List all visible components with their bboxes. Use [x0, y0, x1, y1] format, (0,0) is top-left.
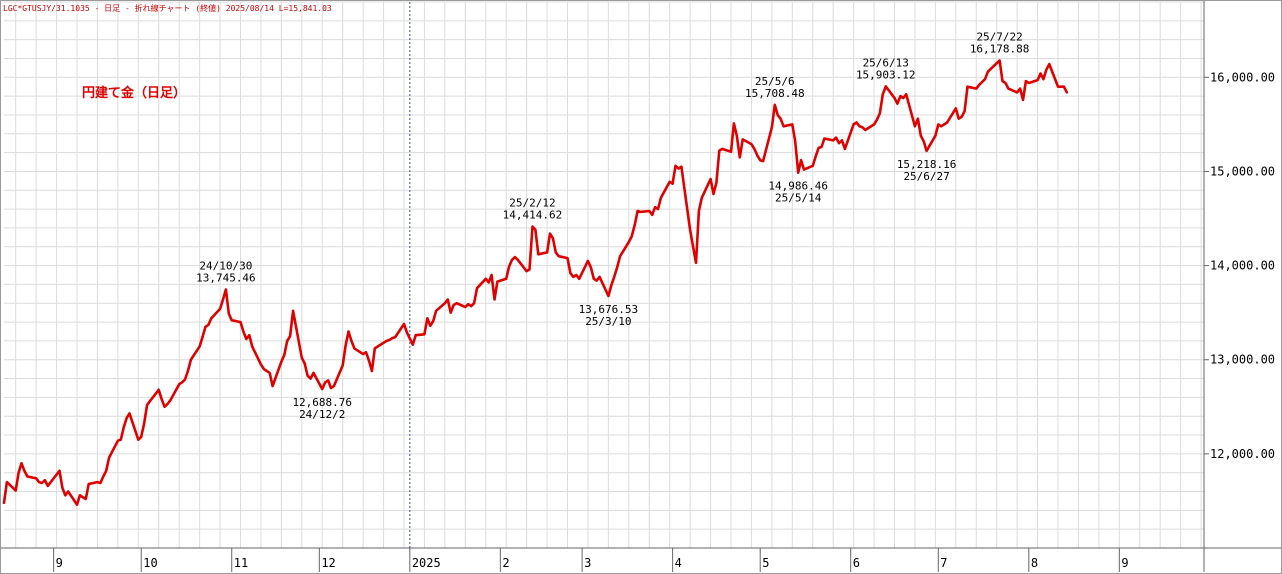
annotation-line1: 13,676.53	[579, 303, 639, 316]
y-tick-label: 15,000.00	[1210, 164, 1275, 178]
x-tick-label: 4	[675, 556, 682, 570]
x-tick-label: 11	[234, 556, 248, 570]
annotation-line2: 16,178.88	[970, 42, 1030, 55]
x-tick-label: 8	[1031, 556, 1038, 570]
y-tick-label: 16,000.00	[1210, 70, 1275, 84]
y-tick-label: 14,000.00	[1210, 259, 1275, 273]
annotation-line2: 25/5/14	[775, 192, 822, 205]
annotation-line2: 13,745.46	[196, 272, 256, 285]
x-tick-label: 3	[584, 556, 591, 570]
x-tick-label: 9	[1121, 556, 1128, 570]
annotation-line1: 25/7/22	[976, 30, 1022, 43]
annotation-line2: 14,414.62	[503, 209, 563, 222]
annotation-line1: 25/5/6	[755, 75, 795, 88]
x-tick-label: 9	[56, 556, 63, 570]
annotation-line1: 15,218.16	[897, 158, 957, 171]
series-line	[2, 59, 1069, 507]
y-axis-ticks: 12,000.00 13,000.00 14,000.00 15,000.00 16,0…	[1204, 70, 1275, 461]
extreme-annotation: 25/5/615,708.48	[745, 75, 805, 100]
x-tick-label: 7	[940, 556, 947, 570]
annotation-line1: 24/10/30	[199, 260, 252, 273]
annotation-line2: 25/3/10	[585, 315, 631, 328]
annotation-line2: 15,903.12	[856, 68, 916, 81]
annotation-line2: 25/6/27	[903, 170, 949, 183]
grid-layer	[4, 1, 1204, 549]
x-axis-ticks: 9 10 11 12 2025 2 3 4 5 6 7 8 9	[56, 556, 1129, 570]
annotation-line1: 14,986.46	[768, 180, 828, 193]
annotation-line2: 15,708.48	[745, 87, 805, 100]
chart-title: 円建て金（日足）	[82, 85, 186, 101]
header-info: LGC*GTUSJY/31.1035 - 日足 - 折れ線チャート (終値) 2…	[3, 3, 332, 13]
x-tick-label: 12	[321, 556, 335, 570]
series-layer	[2, 59, 1069, 507]
annotation-line1: 12,688.76	[292, 396, 352, 409]
y-tick-label: 12,000.00	[1210, 447, 1275, 461]
x-tick-label: 10	[143, 556, 157, 570]
y-tick-label: 13,000.00	[1210, 353, 1275, 367]
x-tick-label: 2	[502, 556, 509, 570]
annotation-line1: 25/6/13	[863, 56, 909, 69]
annotation-line2: 24/12/2	[299, 408, 345, 421]
x-tick-label: 2025	[412, 556, 441, 570]
x-tick-label: 5	[762, 556, 769, 570]
x-tick-label: 6	[853, 556, 860, 570]
annotation-line1: 25/2/12	[509, 197, 555, 210]
